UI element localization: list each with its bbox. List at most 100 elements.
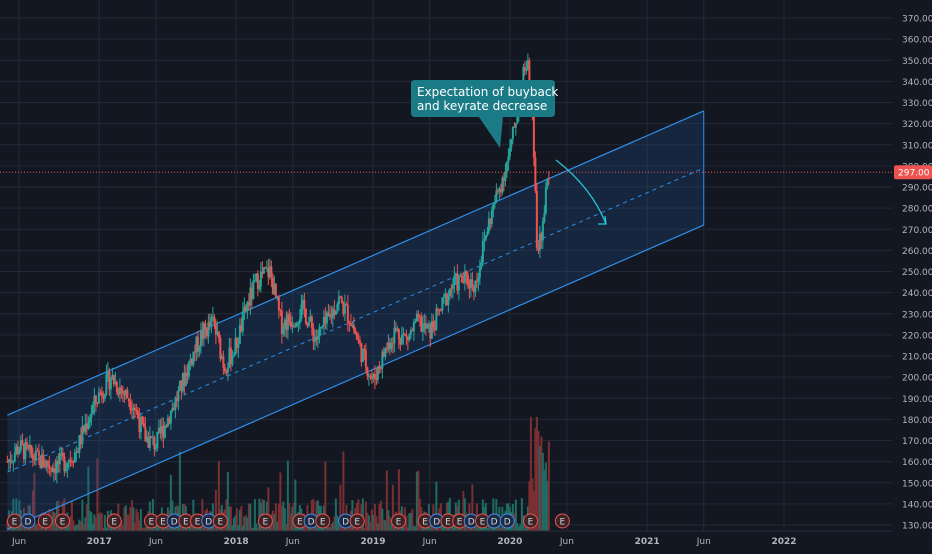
- candle-body: [10, 461, 13, 463]
- earnings-marker[interactable]: [554, 513, 570, 529]
- volume-bar: [79, 521, 82, 531]
- candle-body: [255, 273, 258, 281]
- earnings-marker[interactable]: [212, 513, 228, 529]
- volume-bar: [99, 512, 102, 531]
- volume-bar: [280, 505, 283, 531]
- dividend-marker[interactable]: [20, 513, 36, 529]
- volume-bar: [127, 514, 130, 531]
- price-tick-label: 210.00: [902, 353, 932, 363]
- regression-channel[interactable]: [7, 110, 705, 530]
- candle-body: [139, 416, 142, 433]
- candle-body: [132, 407, 135, 411]
- candle-body: [246, 302, 249, 311]
- volume-bar: [289, 513, 292, 531]
- volume-bar: [126, 514, 129, 531]
- candle-body: [237, 343, 240, 348]
- candle-body: [48, 465, 51, 468]
- time-tick-label: 2022: [771, 537, 796, 547]
- candle-body: [150, 436, 153, 438]
- earnings-marker[interactable]: [349, 513, 365, 529]
- price-tick-label: 180.00: [902, 416, 932, 426]
- candle-body: [156, 431, 159, 449]
- candle-body: [484, 235, 487, 240]
- candle-body: [388, 342, 391, 350]
- candle-body: [327, 312, 330, 316]
- candle-body: [33, 458, 36, 461]
- volume-bar: [247, 503, 250, 531]
- candle-body: [538, 233, 541, 251]
- time-tick-label: 2017: [87, 537, 112, 547]
- volume-bar: [499, 527, 502, 531]
- volume-bar: [540, 436, 543, 531]
- volume-bar: [82, 523, 85, 531]
- candle-body: [490, 210, 493, 224]
- candle-body: [262, 267, 265, 274]
- candle-body: [537, 247, 540, 251]
- event-marker-label: E: [12, 518, 18, 528]
- dividend-marker[interactable]: [499, 513, 515, 529]
- volume-bar: [373, 503, 376, 531]
- time-axis[interactable]: Jun 2017 Jun 2018 Jun 2019 Jun 2020 Jun 2021 Jun 20…: [0, 530, 893, 547]
- price-axis[interactable]: 130.00 140.00 150.00 160.00 170.00 180.00 190.…: [893, 0, 932, 550]
- volume-bar: [132, 507, 135, 531]
- candle-body: [427, 324, 430, 326]
- candle-body: [181, 373, 184, 392]
- volume-bar: [406, 527, 409, 531]
- candle-body: [291, 325, 294, 327]
- candle-body: [175, 398, 178, 402]
- candle-body: [30, 445, 33, 455]
- candle-body: [439, 310, 442, 312]
- candle-body: [477, 277, 480, 282]
- volume-bar: [87, 466, 90, 531]
- candle-body: [69, 460, 72, 462]
- candle-body: [459, 275, 462, 277]
- volume-bar: [229, 506, 232, 531]
- candle-body: [300, 304, 303, 319]
- annotation-bubble[interactable]: [411, 80, 555, 148]
- candle-body: [264, 267, 267, 269]
- time-tick-label: 2020: [497, 537, 522, 547]
- candle-body: [45, 460, 48, 468]
- candle-body: [348, 322, 351, 324]
- earnings-marker[interactable]: [391, 513, 406, 529]
- candle-body: [187, 362, 190, 377]
- volume-bar: [537, 431, 540, 531]
- candle-body: [493, 202, 496, 205]
- candle-body: [429, 324, 432, 339]
- candle-body: [511, 126, 514, 139]
- volume-bar: [414, 526, 417, 531]
- event-marker-label: E: [422, 518, 428, 528]
- candle-body: [360, 343, 363, 363]
- earnings-marker[interactable]: [315, 513, 331, 529]
- price-tick-label: 250.00: [902, 268, 932, 278]
- earnings-marker[interactable]: [523, 513, 538, 529]
- earnings-marker[interactable]: [55, 513, 70, 529]
- earnings-marker[interactable]: [257, 513, 273, 529]
- candle-body: [352, 324, 355, 331]
- volume-bar: [450, 527, 453, 531]
- projection-arrow[interactable]: [555, 159, 607, 225]
- volume-bar: [67, 521, 70, 531]
- volume-bar: [97, 514, 100, 531]
- candle-body: [90, 413, 93, 418]
- volume-bar: [523, 522, 526, 531]
- annotation-callout[interactable]: Expectation of buyback and keyrate decre…: [411, 80, 558, 148]
- candle-body: [55, 460, 58, 474]
- earnings-marker[interactable]: [37, 513, 53, 529]
- candle-body: [219, 338, 222, 359]
- volume-bar: [415, 471, 418, 531]
- candle-body: [433, 328, 436, 330]
- event-marker-label: E: [183, 518, 189, 528]
- candle-body: [276, 297, 279, 299]
- candle-body: [22, 443, 25, 460]
- candle-body: [279, 309, 282, 312]
- volume-bar: [333, 516, 336, 531]
- volume-bar: [534, 428, 537, 531]
- earnings-marker[interactable]: [106, 513, 122, 529]
- volume-bar: [429, 526, 432, 531]
- candle-body: [528, 60, 531, 85]
- candle-body: [111, 375, 114, 380]
